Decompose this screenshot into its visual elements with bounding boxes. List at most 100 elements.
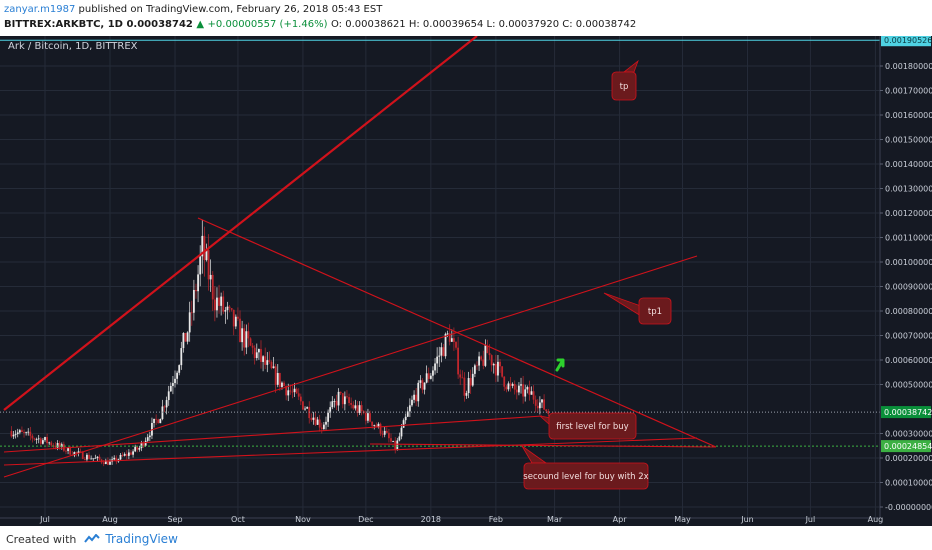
candle-body (331, 401, 334, 408)
candle-body (413, 394, 415, 400)
candle-body (37, 438, 40, 440)
candle-body (513, 383, 516, 390)
candle-body (505, 386, 508, 390)
candle-body (379, 423, 382, 434)
candle-body (490, 355, 493, 366)
candle-body (283, 382, 285, 387)
y-tick-label: 0.00080000 (885, 307, 932, 316)
candle-body (289, 390, 292, 392)
candle-body (58, 443, 61, 447)
candle-body (104, 460, 107, 465)
x-tick-label: Jul (805, 515, 816, 524)
price-label-bg-tp (881, 34, 931, 47)
candle-body (429, 375, 432, 379)
candle-body (415, 394, 418, 402)
candle-body (333, 401, 336, 402)
candle-body (530, 391, 533, 395)
candle-body (201, 235, 204, 257)
candle-body (130, 452, 132, 455)
lower-support-line-a (3, 437, 698, 466)
y-tick-label: -0.00000000 (885, 503, 932, 512)
price-markers (0, 39, 880, 447)
candle-body (107, 460, 109, 465)
candle-body (390, 438, 392, 442)
publish-info: zanyar.m1987 published on TradingView.co… (4, 4, 382, 15)
time-axis[interactable]: Jul Aug Sep Oct Nov Dec 2018 Feb Mar Apr May Jun Jul… (0, 515, 883, 524)
candle-body (260, 349, 262, 362)
tradingview-brand[interactable]: TradingView (105, 532, 178, 546)
candle-body (88, 454, 90, 459)
candle-body (237, 316, 239, 319)
candle-body (335, 401, 338, 406)
candle-body (81, 451, 84, 459)
candle-body (285, 386, 288, 396)
candle-body (86, 454, 88, 460)
y-tick-label: 0.00130000 (885, 185, 932, 194)
candle-body (536, 405, 539, 409)
candle-body (192, 289, 195, 313)
candle-body (329, 407, 332, 413)
candle-body (509, 383, 512, 386)
symbol-info: BITTREX:ARKBTC, 1D 0.00038742 ▲ +0.00000… (4, 19, 636, 30)
candle-body (239, 318, 241, 343)
candle-body (146, 437, 149, 441)
candle-body (48, 442, 51, 444)
candle-body (297, 393, 300, 397)
candle-body (394, 440, 397, 450)
candle-body (213, 299, 216, 311)
candle-body (473, 365, 476, 374)
candle-body (226, 306, 229, 311)
candle-body (440, 347, 443, 356)
publish-date: published on TradingView.com, February 2… (78, 4, 383, 15)
price-label-last: 0.00038742 (884, 408, 932, 417)
price-label-bg-last (881, 406, 931, 419)
candle-body (56, 443, 59, 448)
candle-body (249, 338, 252, 346)
candle-body (65, 450, 67, 452)
candle-body (60, 444, 63, 447)
candle-body (385, 430, 388, 433)
price-chart[interactable]: tp tp1 first level for buy secound level fo… (0, 13, 932, 526)
author-link[interactable]: zanyar.m1987 (4, 4, 76, 15)
candle-body (218, 297, 220, 306)
x-tick-label: Dec (358, 515, 373, 524)
bullish-arrow-icon (555, 358, 565, 372)
candle-body (159, 419, 162, 424)
candle-body (494, 363, 497, 376)
candle-body (253, 347, 256, 359)
candle-body (346, 396, 348, 398)
x-tick-label: Sep (167, 515, 182, 524)
candle-body (507, 383, 510, 390)
candle-body (436, 356, 439, 364)
candle-body (176, 372, 179, 379)
candle-body (480, 356, 483, 360)
candle-body (109, 461, 111, 465)
chart-area[interactable]: tp tp1 first level for buy secound level fo… (0, 13, 932, 526)
candle-body (373, 425, 376, 426)
price-axis[interactable]: 0.002000000.001800000.001700000.00160000… (879, 13, 932, 526)
y-tick-label: 0.00140000 (885, 160, 932, 169)
candle-body (243, 328, 246, 348)
first-buy-annotation: first level for buy (538, 412, 637, 440)
candle-body (446, 333, 449, 335)
candle-body (230, 308, 233, 310)
candle-body (320, 427, 323, 429)
x-tick-label: Jul (39, 515, 50, 524)
candle-body (291, 391, 294, 393)
y-tick-label: 0.00070000 (885, 332, 932, 341)
candle-body (278, 373, 281, 387)
candle-body (392, 440, 395, 442)
candle-body (281, 382, 283, 387)
candle-body (419, 380, 422, 383)
candle-body (127, 452, 130, 456)
candle-body (343, 396, 346, 405)
candle-body (138, 448, 141, 450)
candle-body (299, 396, 302, 402)
candle-body (14, 434, 17, 435)
candle-body (276, 373, 279, 385)
candle-body (203, 235, 206, 261)
candle-body (148, 435, 151, 438)
candle-body (501, 366, 504, 377)
candle-body (354, 405, 357, 409)
candle-body (172, 383, 174, 386)
